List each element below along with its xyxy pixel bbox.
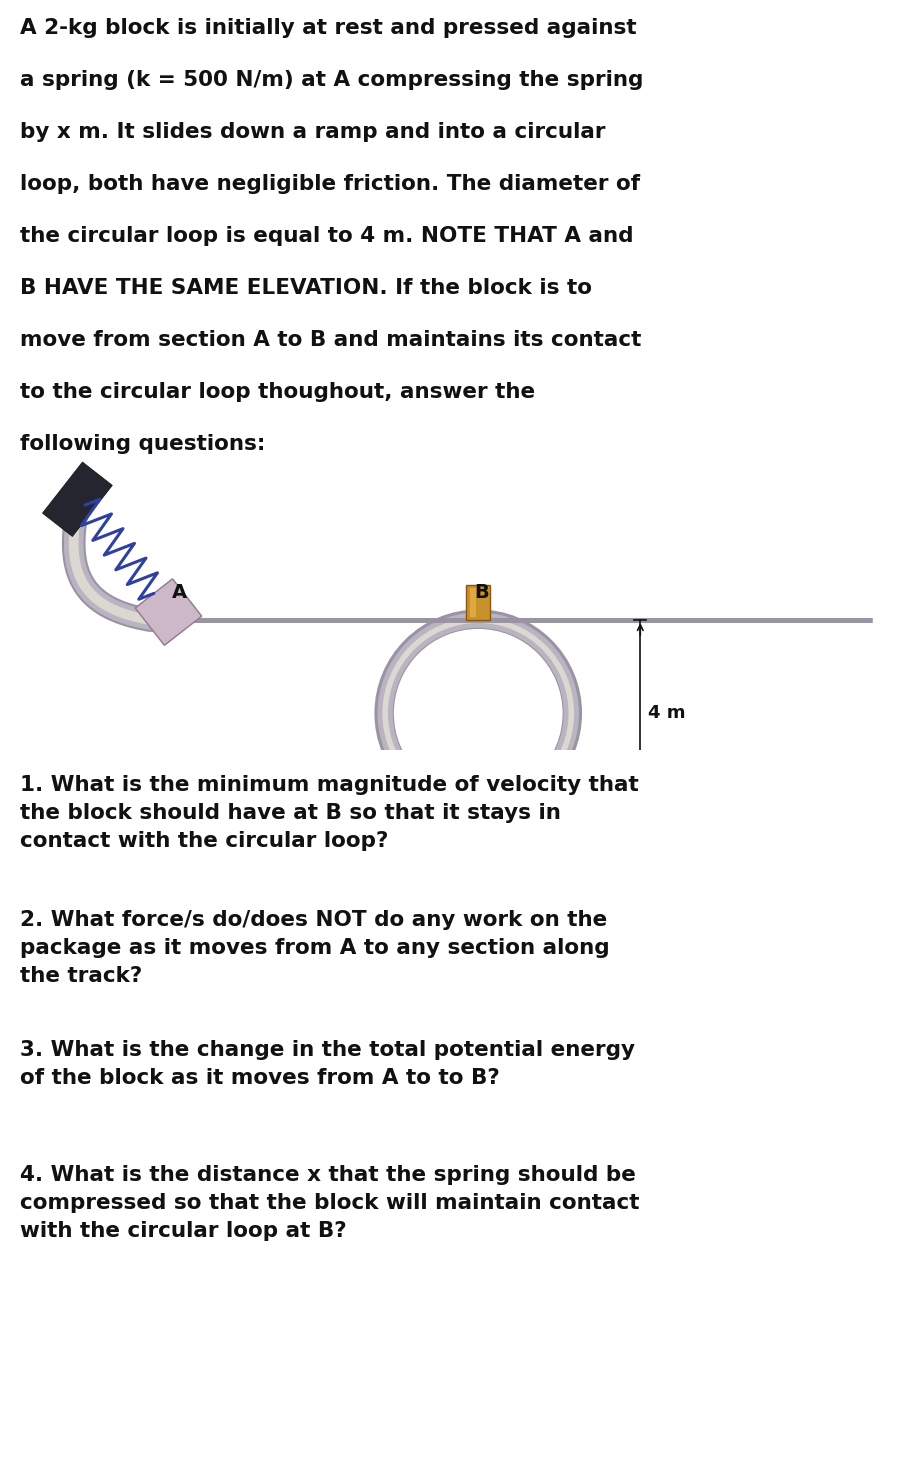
Bar (470, 589, 476, 617)
Text: loop, both have negligible friction. The diameter of: loop, both have negligible friction. The… (20, 174, 640, 194)
Polygon shape (136, 579, 202, 646)
Text: 4. What is the distance x that the spring should be
compressed so that the block: 4. What is the distance x that the sprin… (20, 1165, 640, 1241)
Text: to the circular loop thoughout, answer the: to the circular loop thoughout, answer t… (20, 382, 535, 402)
Text: 2. What force/s do/does NOT do any work on the
package as it moves from A to any: 2. What force/s do/does NOT do any work … (20, 910, 609, 986)
Text: following questions:: following questions: (20, 434, 266, 453)
Text: move from section A to B and maintains its contact: move from section A to B and maintains i… (20, 330, 642, 350)
Text: B: B (474, 583, 489, 602)
Text: the circular loop is equal to 4 m. NOTE THAT A and: the circular loop is equal to 4 m. NOTE … (20, 226, 633, 246)
Text: 1. What is the minimum magnitude of velocity that
the block should have at B so : 1. What is the minimum magnitude of velo… (20, 776, 639, 851)
Text: a spring (k = 500 N/m) at A compressing the spring: a spring (k = 500 N/m) at A compressing … (20, 70, 644, 90)
Text: by x m. It slides down a ramp and into a circular: by x m. It slides down a ramp and into a… (20, 122, 606, 141)
Text: 3. What is the change in the total potential energy
of the block as it moves fro: 3. What is the change in the total poten… (20, 1040, 635, 1088)
Text: B HAVE THE SAME ELEVATION. If the block is to: B HAVE THE SAME ELEVATION. If the block … (20, 278, 592, 297)
Bar (467, 585, 491, 620)
Text: A: A (172, 583, 187, 602)
Polygon shape (42, 462, 112, 537)
Text: 4 m: 4 m (648, 704, 686, 722)
Text: A 2-kg block is initially at rest and pressed against: A 2-kg block is initially at rest and pr… (20, 17, 636, 38)
